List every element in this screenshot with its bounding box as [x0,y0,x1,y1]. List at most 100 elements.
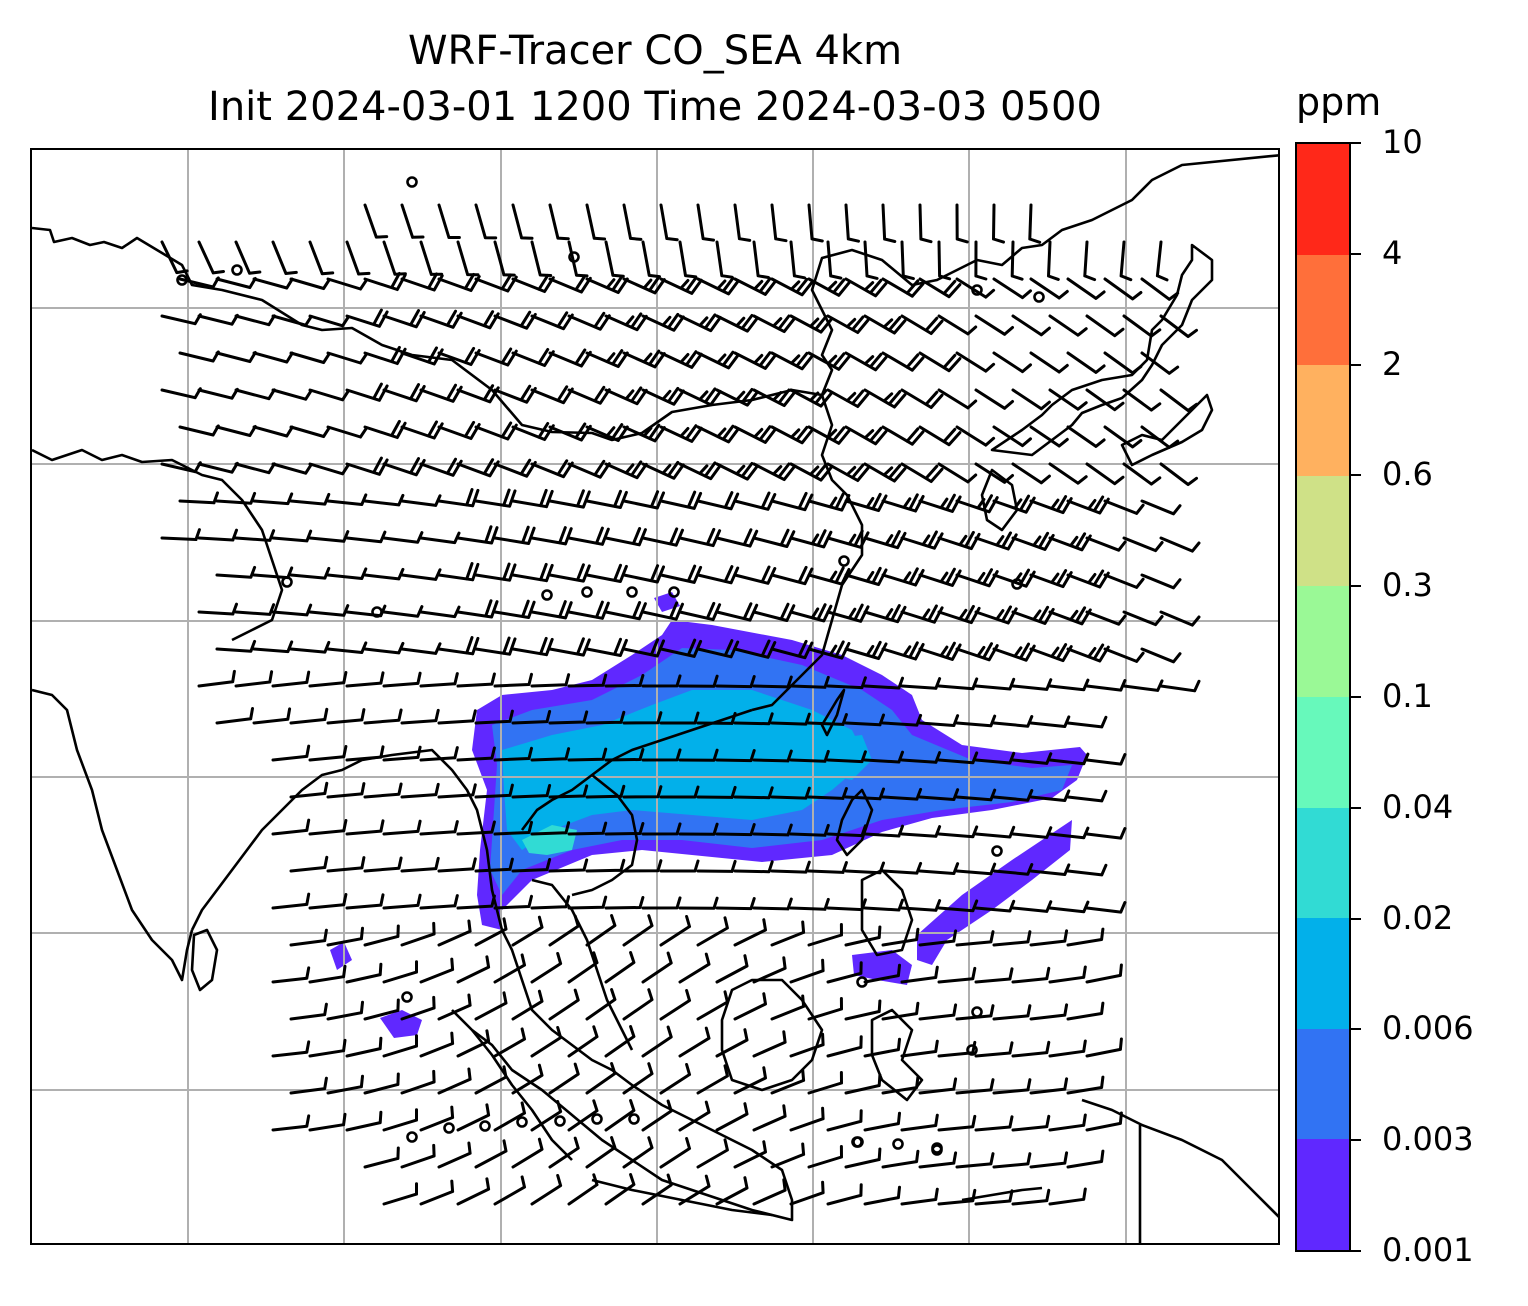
wind-barb [1029,863,1071,876]
wind-barb [604,1025,636,1058]
wind-barb [585,563,628,583]
wind-barb [363,641,405,655]
wind-barb [770,203,788,243]
wind-barb [844,1073,882,1095]
wind-barb [474,1139,508,1169]
map-title-line-2: Init 2024-03-01 1200 Time 2024-03-03 050… [208,84,1102,130]
wind-barb [215,491,257,505]
coastline-sumatra [470,1029,573,1161]
wind-barb [1103,277,1143,301]
wind-barb [937,751,979,765]
wind-barb [641,1025,673,1058]
wind-barb [1103,351,1143,375]
wind-barb [345,382,389,402]
wind-barb [456,894,496,910]
wind-barb [308,1112,347,1132]
plume-level-0.006-east [822,735,872,780]
wind-barb [400,568,442,581]
wind-barb [992,351,1032,374]
wind-barb [604,822,645,836]
wind-barb [511,858,552,873]
wind-barb [419,672,459,688]
wind-barb [1140,573,1182,590]
wind-barb [881,861,923,875]
wind-barb [382,309,426,329]
wind-barb [678,1100,711,1132]
wind-barb [715,823,756,837]
wind-barb [548,274,592,294]
wind-barb [789,240,807,280]
wind-barb [733,277,777,296]
wind-barb [789,529,833,549]
wind-barb [863,530,907,550]
wind-barb [1029,425,1069,448]
wind-barb [326,277,368,291]
wind-barb [789,603,833,623]
colorbar-segment [1297,1138,1349,1250]
wind-barb [252,707,292,725]
wind-barb [1085,1037,1123,1058]
wind-barb [326,493,368,506]
wind-barb [437,562,480,582]
wind-barb [197,313,239,326]
wind-barb [252,566,294,580]
wind-barb [918,1151,958,1169]
wind-barb [715,675,756,689]
wind-barb [733,203,752,242]
wind-barb [1140,351,1180,375]
wind-barb [789,462,833,482]
wind-barb [918,1003,958,1021]
wind-barb [493,599,536,619]
colorbar-tick [1351,1028,1361,1031]
wind-barb [530,747,571,762]
wind-barb [456,955,491,984]
wind-barb [400,995,436,1021]
wind-barb [456,672,496,688]
wind-barb [160,240,189,275]
wind-barb [1066,569,1110,589]
wind-barb [659,490,703,510]
wind-barb [326,926,364,947]
wind-barb [863,963,901,984]
wind-barb [289,781,329,799]
wind-barb [752,956,787,984]
wind-barb [752,314,796,334]
wind-barb [289,928,328,947]
wind-barb [659,989,691,1021]
wind-barb [1085,536,1127,552]
calm-wind-marker [668,586,680,598]
wind-barb [604,312,648,332]
wind-barb [678,674,719,688]
wind-barb [678,1174,711,1206]
calm-wind-marker [966,1044,978,1056]
wind-barb [918,203,933,244]
wind-barb [937,825,979,839]
wind-barb [1122,388,1162,412]
wind-barb [1029,495,1073,515]
wind-barb [604,896,645,910]
wind-barb [271,670,311,688]
wind-barb [937,677,979,691]
wind-barb [715,1028,749,1058]
calm-wind-marker [892,1138,904,1150]
wind-barb [678,896,719,910]
wind-barb [844,999,882,1021]
wind-barb [456,746,496,762]
wind-barb [696,1138,729,1169]
colorbar-tick [1351,1139,1361,1142]
wind-barb [289,425,331,438]
wind-barb [678,1026,711,1058]
wind-barb [992,1004,1032,1021]
map-panel[interactable] [30,148,1280,1245]
wind-barb [1011,388,1051,411]
wind-barb [474,562,517,582]
wind-barb [881,1075,920,1095]
wind-barb [474,347,518,367]
wind-barb [493,1101,526,1132]
wind-barb [715,602,759,622]
wind-barb [308,1038,347,1058]
wind-barb [1066,351,1106,374]
wind-barb [937,240,952,281]
wind-barb [511,488,554,509]
wind-barb [456,599,499,619]
